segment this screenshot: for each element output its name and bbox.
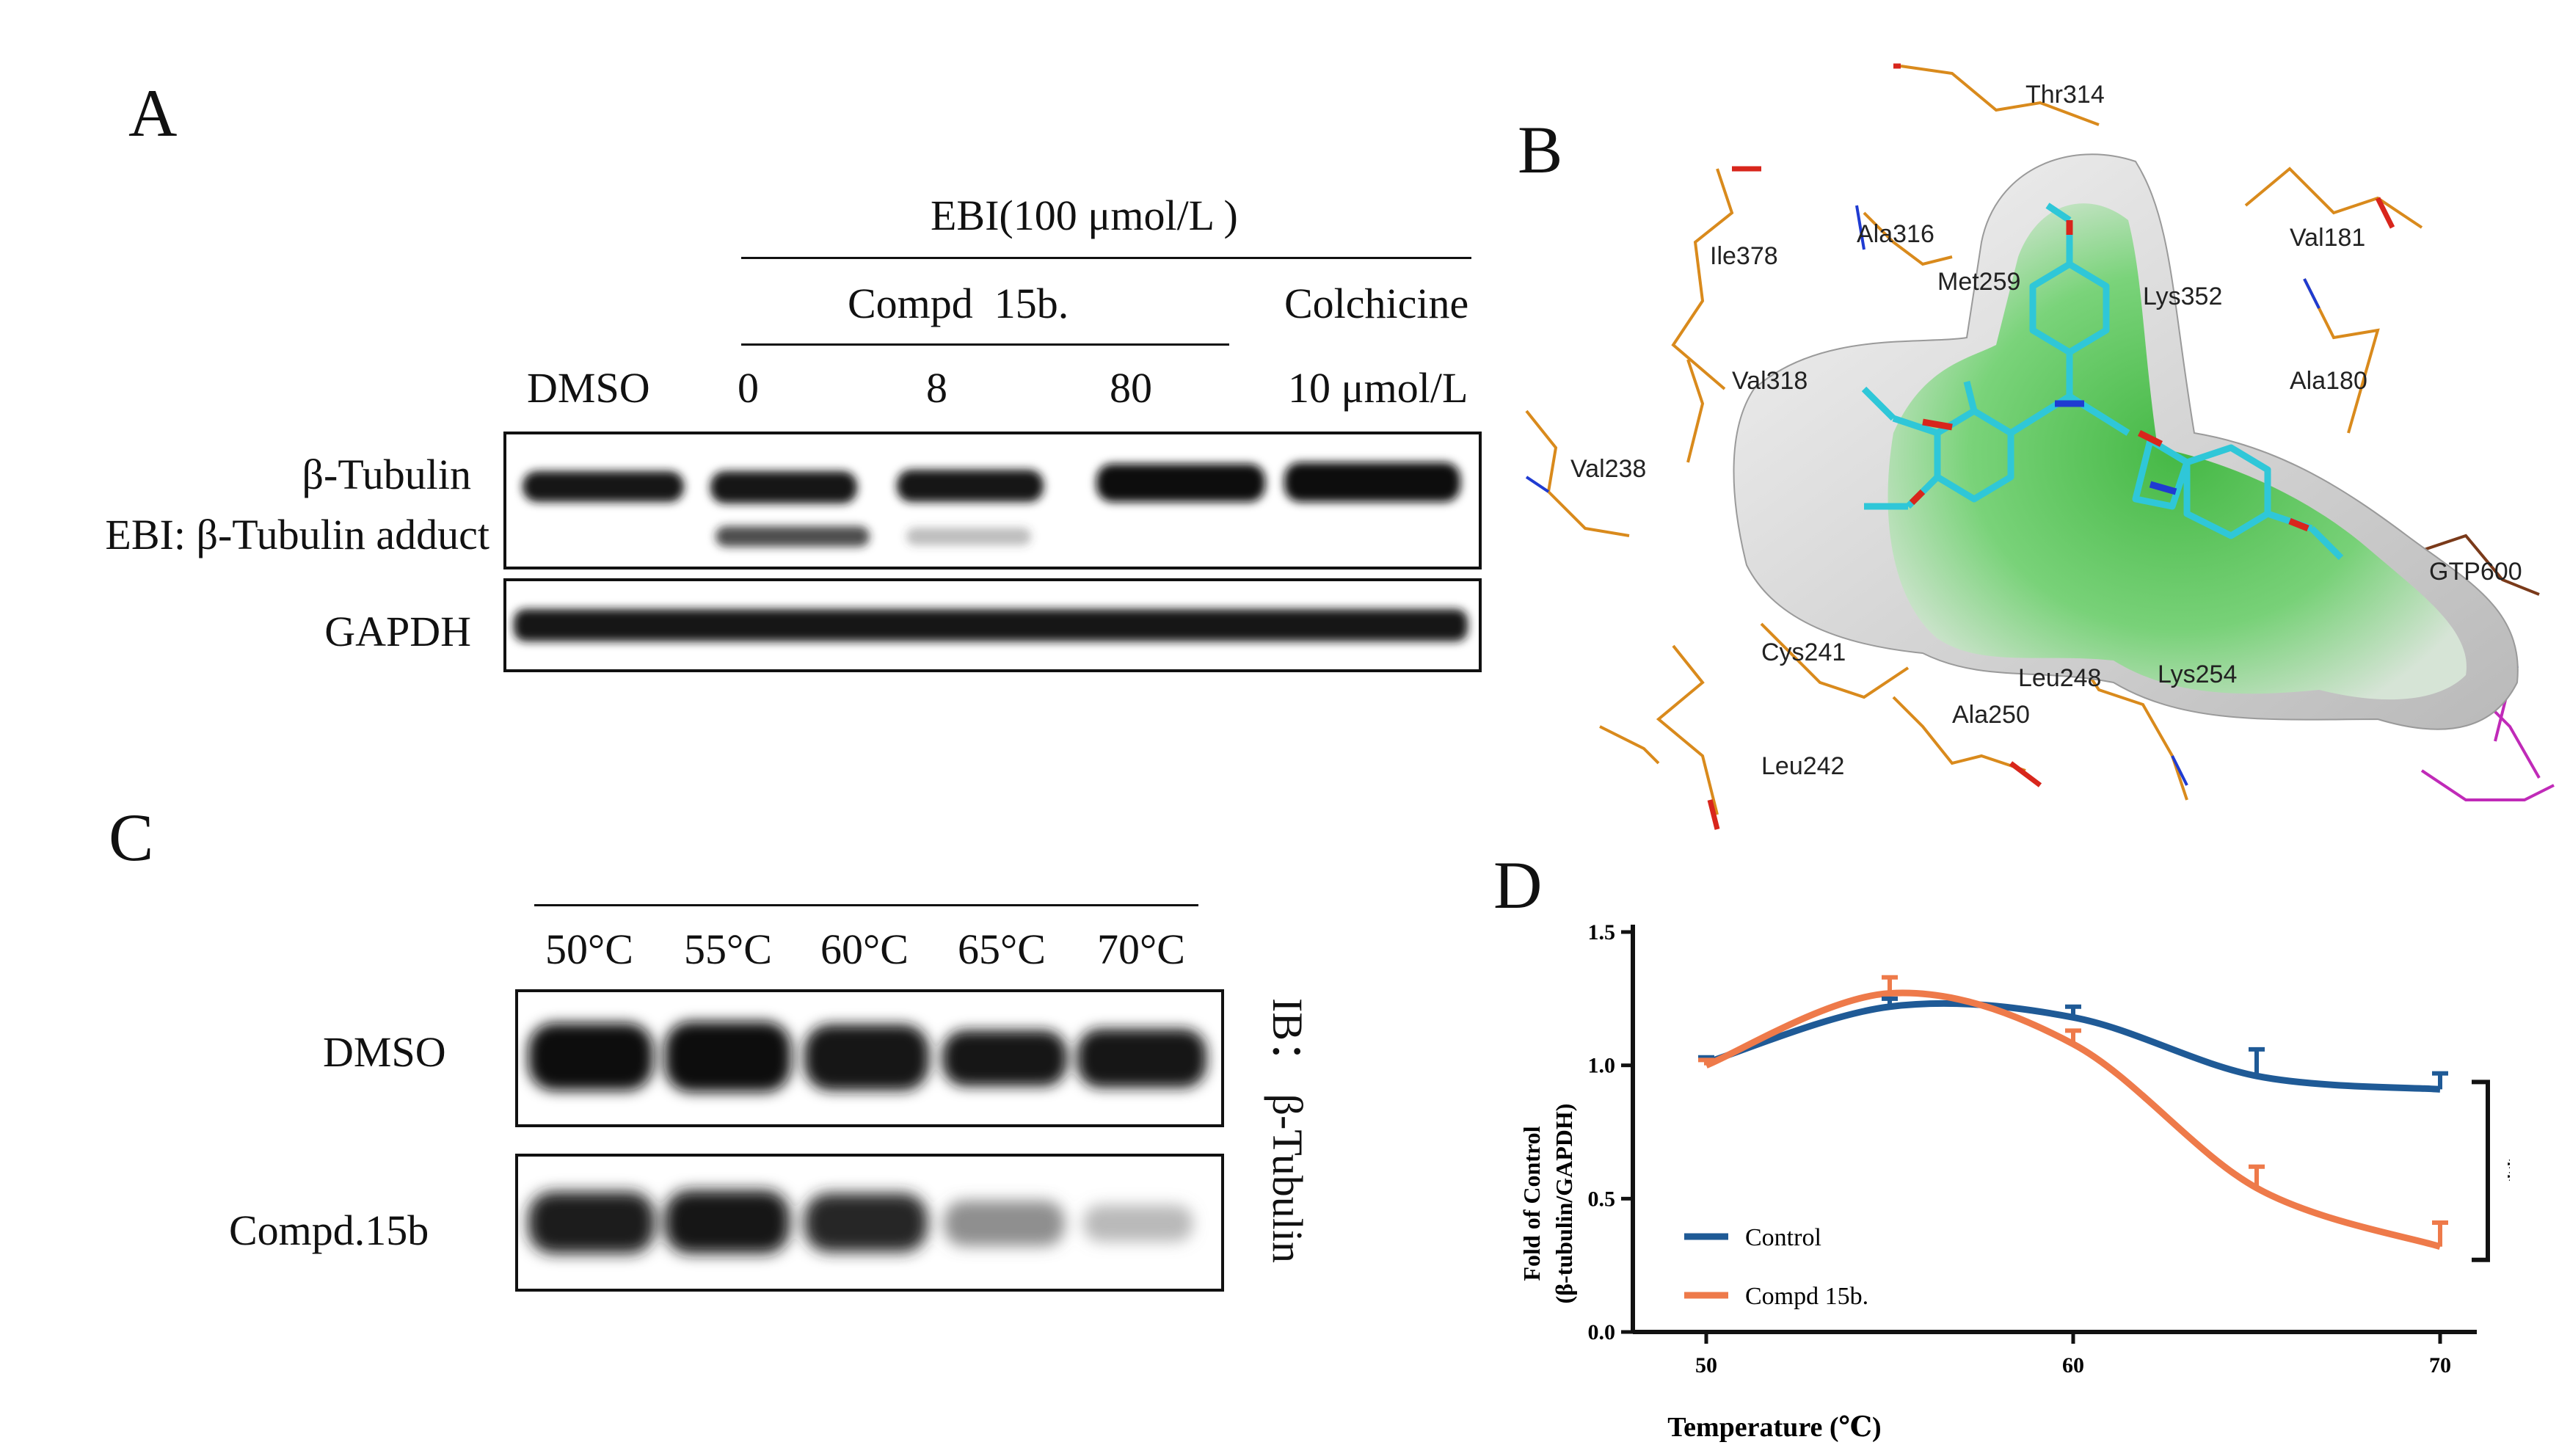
significance-bracket: ** <box>2472 1080 2510 1262</box>
blot-c-dmso <box>515 989 1224 1127</box>
x-axis-label: Temperature (℃) <box>1667 1412 1881 1443</box>
chart-axes: 0.0 0.5 1.0 1.5 50 60 70 <box>1588 920 2477 1377</box>
band-c-dmso-2 <box>665 1022 791 1092</box>
band-c-dmso-3 <box>804 1024 929 1091</box>
panel-a-letter: A <box>128 76 178 150</box>
x-tick-label: 60 <box>2062 1353 2084 1377</box>
compound-group-label: Compd 15b. <box>848 280 1069 327</box>
band-c-compound-1 <box>528 1192 655 1253</box>
band-a-adduct-3 <box>906 528 1031 545</box>
residue-label-leu248: Leu248 <box>2018 664 2101 692</box>
temperature-rule <box>534 904 1198 906</box>
lane-label-colchicine-dose: 10 μmol/L <box>1288 364 1468 412</box>
temp-label-65: 65°C <box>958 925 1046 973</box>
residue-sticks <box>1525 63 2423 830</box>
y-axis-label-line1: Fold of Control <box>1518 1126 1545 1281</box>
y-tick-label: 1.0 <box>1588 1054 1616 1078</box>
panel-d-letter: D <box>1493 848 1543 922</box>
band-a-tubulin-5 <box>1284 462 1460 502</box>
ib-label: IB： β-Tubulin <box>1264 998 1311 1263</box>
residue-label-val181: Val181 <box>2290 224 2365 252</box>
residue-label-ile378: Ile378 <box>1710 242 1778 270</box>
compound-group-rule <box>741 343 1229 346</box>
y-tick-label: 0.5 <box>1588 1187 1616 1211</box>
ebi-header: EBI(100 μmol/L ) <box>931 192 1238 239</box>
temp-label-50: 50°C <box>545 925 633 973</box>
band-a-tubulin-4 <box>1096 464 1265 502</box>
residue-label-thr314: Thr314 <box>2025 81 2105 109</box>
colchicine-label: Colchicine <box>1284 280 1469 327</box>
residue-label-lys352: Lys352 <box>2143 283 2222 310</box>
band-c-dmso-4 <box>942 1030 1067 1086</box>
significance-bracket-line <box>2472 1080 2490 1262</box>
row-label-tubulin: β-Tubulin <box>302 451 471 498</box>
band-c-compound-3 <box>804 1193 928 1252</box>
row-label-adduct: EBI: β-Tubulin adduct <box>105 511 489 558</box>
residue-label-val238: Val238 <box>1570 455 1646 483</box>
band-c-compound-4 <box>944 1201 1065 1246</box>
residue-label-met259: Met259 <box>1937 268 2020 296</box>
band-a-gapdh <box>514 609 1468 641</box>
row-label-c-compound: Compd.15b <box>229 1206 429 1254</box>
band-c-dmso-5 <box>1077 1029 1206 1088</box>
x-tick-label: 50 <box>1695 1353 1717 1377</box>
series-line-1 <box>1705 989 2442 1251</box>
residue-label-ala180: Ala180 <box>2290 367 2367 395</box>
temp-label-70: 70°C <box>1097 925 1185 973</box>
series-lines <box>1705 989 2442 1251</box>
band-a-tubulin-2 <box>710 471 857 503</box>
lane-label-80: 80 <box>1110 364 1152 412</box>
blot-c-compound <box>515 1154 1224 1292</box>
temp-label-55: 55°C <box>684 925 772 973</box>
ebi-header-rule <box>741 257 1471 259</box>
legend-label-0: Control <box>1745 1224 1821 1251</box>
row-label-c-dmso: DMSO <box>323 1028 446 1076</box>
residue-label-leu242: Leu242 <box>1761 752 1844 780</box>
legend-label-1: Compd 15b. <box>1745 1283 1868 1310</box>
ligand-sticks <box>1861 203 2344 561</box>
residue-label-cys241: Cys241 <box>1761 638 1846 666</box>
y-tick-label: 0.0 <box>1588 1320 1616 1344</box>
blot-a-tubulin <box>503 432 1482 569</box>
significance-marker: ** <box>2495 1158 2510 1183</box>
band-a-tubulin-3 <box>897 470 1044 502</box>
band-c-dmso-1 <box>528 1023 653 1091</box>
band-c-compound-5 <box>1083 1205 1193 1242</box>
residue-label-ala316: Ala316 <box>1857 220 1934 248</box>
residue-label-val318: Val318 <box>1732 367 1808 395</box>
lane-label-dmso: DMSO <box>527 364 650 412</box>
panel-c-letter: C <box>109 800 154 875</box>
series-line-0 <box>1705 1000 2441 1093</box>
lane-label-0: 0 <box>738 364 759 412</box>
lane-label-8: 8 <box>926 364 947 412</box>
blot-a-gapdh <box>503 578 1482 672</box>
panel-b-letter: B <box>1518 112 1563 187</box>
docking-diagram: Thr314 Ile378 Ala316 Met259 Lys352 Val18… <box>1525 63 2555 830</box>
temp-label-60: 60°C <box>820 925 909 973</box>
y-tick-label: 1.5 <box>1588 920 1616 944</box>
residue-label-gtp600: GTP600 <box>2429 558 2522 586</box>
band-c-compound-2 <box>665 1190 790 1253</box>
residue-label-ala250: Ala250 <box>1952 701 2030 729</box>
ligand-heteroatoms <box>1909 220 2309 532</box>
error-bars <box>1698 975 2448 1247</box>
row-label-gapdh: GAPDH <box>324 608 471 655</box>
band-a-tubulin-1 <box>523 471 684 502</box>
y-axis-label-line2: (β-tubulin/GAPDH) <box>1551 1104 1577 1304</box>
band-a-adduct-2 <box>716 526 870 547</box>
x-tick-label: 70 <box>2429 1353 2451 1377</box>
residue-label-lys254: Lys254 <box>2158 660 2237 688</box>
chart-legend: Control Compd 15b. <box>1684 1224 1868 1310</box>
